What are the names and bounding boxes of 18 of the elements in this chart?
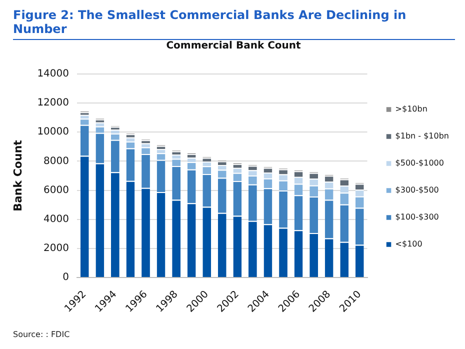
y-tick-label: 0 [62, 272, 70, 284]
y-tick-label: 10000 [37, 126, 70, 138]
legend-label: $100-$300 [395, 212, 439, 222]
y-tick-label: 14000 [37, 68, 70, 80]
chart-title: Figure 2: The Smallest Commercial Banks Are Declining in Number [13, 8, 455, 40]
y-tick-label: 4000 [44, 214, 70, 225]
source-note: Source: : FDIC [13, 330, 70, 339]
y-tick-label: 6000 [44, 184, 70, 196]
legend-label: <$100 [395, 240, 422, 249]
legend-label: $300-$500 [395, 186, 439, 195]
y-axis-title: Bank Count [11, 140, 24, 212]
y-tick-label: 8000 [44, 156, 70, 167]
y-tick-label: 2000 [44, 243, 70, 254]
y-tick-label: 12000 [37, 98, 70, 109]
legend-label: $500-$1000 [395, 158, 444, 168]
legend-label: $1bn - $10bn [395, 132, 449, 141]
legend-label: >$10bn [395, 104, 428, 114]
chart-subtitle: Commercial Bank Count [166, 40, 302, 52]
